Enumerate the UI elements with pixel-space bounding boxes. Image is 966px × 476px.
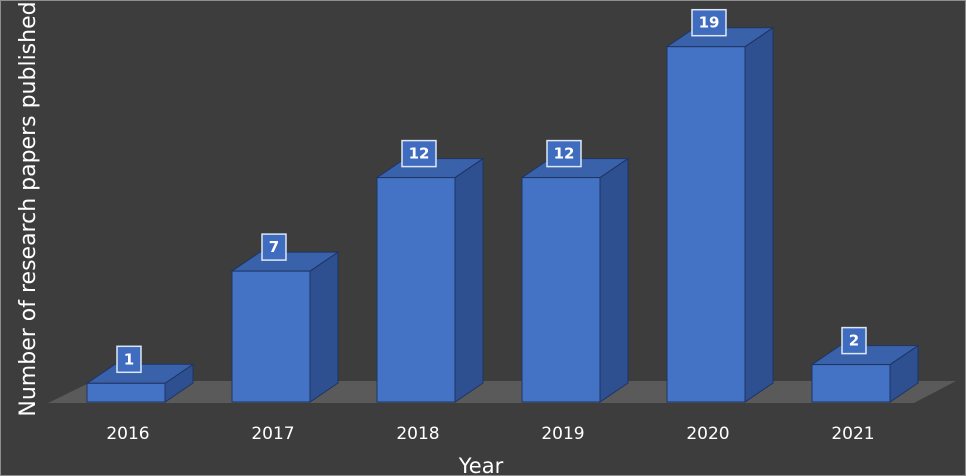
bars-group <box>85 26 920 403</box>
data-labels: 1 7 12 12 19 2 <box>116 8 867 374</box>
data-label-text: 19 <box>699 14 720 32</box>
bar-side-face <box>309 251 339 403</box>
x-tick-label: 2019 <box>541 424 584 444</box>
x-tick-labels: 2016 2017 2018 2019 2020 2021 <box>106 424 874 444</box>
bar-front-face <box>811 364 891 403</box>
data-label-2021: 2 <box>841 326 867 355</box>
x-tick-label: 2021 <box>831 424 874 444</box>
data-label-box <box>261 233 287 261</box>
x-tick-label: 2016 <box>106 424 149 444</box>
x-tick-label: 2017 <box>251 424 294 444</box>
bar-side-face <box>454 157 484 403</box>
data-label-2020: 19 <box>691 8 727 37</box>
bar-2019 <box>520 157 630 403</box>
bar-front-face <box>86 382 166 403</box>
data-label-box <box>116 345 142 374</box>
data-label-text: 2 <box>849 332 859 350</box>
data-label-box <box>841 326 867 355</box>
x-tick-label: 2020 <box>686 424 729 444</box>
data-label-2016: 1 <box>116 345 142 374</box>
bar-front-face <box>231 270 311 403</box>
data-label-text: 12 <box>409 145 430 163</box>
bar-front-face <box>376 177 456 403</box>
data-label-box <box>401 139 437 168</box>
bar-2016 <box>85 363 195 403</box>
bar-2020 <box>665 26 775 403</box>
y-axis-title: Number of research papers published <box>16 1 41 416</box>
data-label-text: 12 <box>554 145 575 163</box>
data-label-box <box>546 139 582 168</box>
bar-front-face <box>666 46 746 403</box>
bar-2018 <box>375 157 485 403</box>
bar-side-face <box>744 26 774 403</box>
data-label-2018: 12 <box>401 139 437 168</box>
bar-2017 <box>230 251 340 403</box>
bar-side-face <box>599 157 629 403</box>
data-label-text: 1 <box>124 350 134 368</box>
data-label-2017: 7 <box>261 233 287 261</box>
bar-front-face <box>521 177 601 403</box>
bar-2021 <box>810 344 920 403</box>
x-tick-label: 2018 <box>396 424 439 444</box>
x-axis-title: Year <box>458 454 504 475</box>
data-label-text: 7 <box>269 238 279 256</box>
data-label-box <box>691 8 727 37</box>
data-label-2019: 12 <box>546 139 582 168</box>
